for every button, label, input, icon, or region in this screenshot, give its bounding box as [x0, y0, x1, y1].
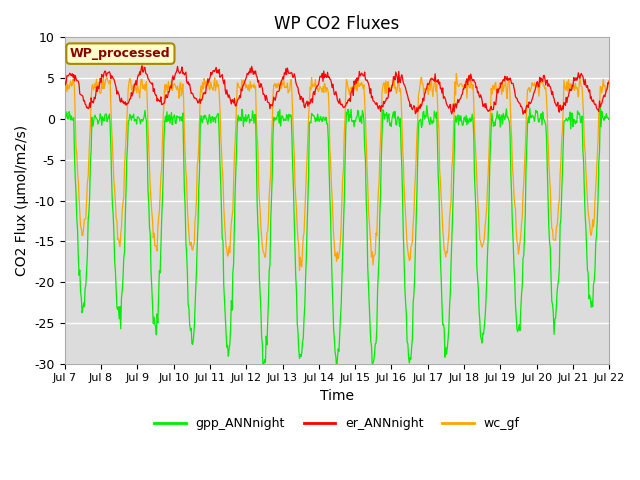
Legend: gpp_ANNnight, er_ANNnight, wc_gf: gpp_ANNnight, er_ANNnight, wc_gf: [150, 412, 525, 435]
Line: gpp_ANNnight: gpp_ANNnight: [65, 106, 609, 373]
wc_gf: [127, 77, 134, 83]
Line: er_ANNnight: er_ANNnight: [65, 66, 609, 114]
gpp_ANNnight: [605, 116, 613, 121]
er_ANNnight: [404, 94, 412, 99]
gpp_ANNnight: [259, 371, 267, 376]
er_ANNnight: [519, 111, 527, 117]
er_ANNnight: [127, 96, 134, 102]
wc_gf: [296, 267, 303, 273]
wc_gf: [420, 91, 428, 96]
gpp_ANNnight: [182, 239, 189, 244]
wc_gf: [70, 86, 78, 92]
wc_gf: [182, 168, 189, 174]
Title: WP CO2 Fluxes: WP CO2 Fluxes: [275, 15, 399, 33]
wc_gf: [404, 248, 412, 254]
gpp_ANNnight: [404, 341, 412, 347]
Y-axis label: CO2 Flux (μmol/m2/s): CO2 Flux (μmol/m2/s): [15, 125, 29, 276]
gpp_ANNnight: [423, 103, 431, 108]
er_ANNnight: [70, 78, 78, 84]
Line: wc_gf: wc_gf: [65, 73, 609, 270]
gpp_ANNnight: [211, 115, 218, 121]
er_ANNnight: [61, 79, 68, 84]
wc_gf: [452, 71, 460, 76]
wc_gf: [211, 75, 218, 81]
gpp_ANNnight: [420, 108, 428, 114]
Text: WP_processed: WP_processed: [70, 47, 171, 60]
er_ANNnight: [420, 98, 428, 104]
er_ANNnight: [138, 63, 146, 69]
wc_gf: [605, 81, 613, 87]
er_ANNnight: [212, 67, 220, 72]
gpp_ANNnight: [70, 153, 78, 158]
er_ANNnight: [605, 78, 613, 84]
wc_gf: [61, 81, 68, 86]
gpp_ANNnight: [61, 113, 68, 119]
gpp_ANNnight: [127, 114, 134, 120]
er_ANNnight: [183, 79, 191, 84]
X-axis label: Time: Time: [320, 389, 354, 403]
